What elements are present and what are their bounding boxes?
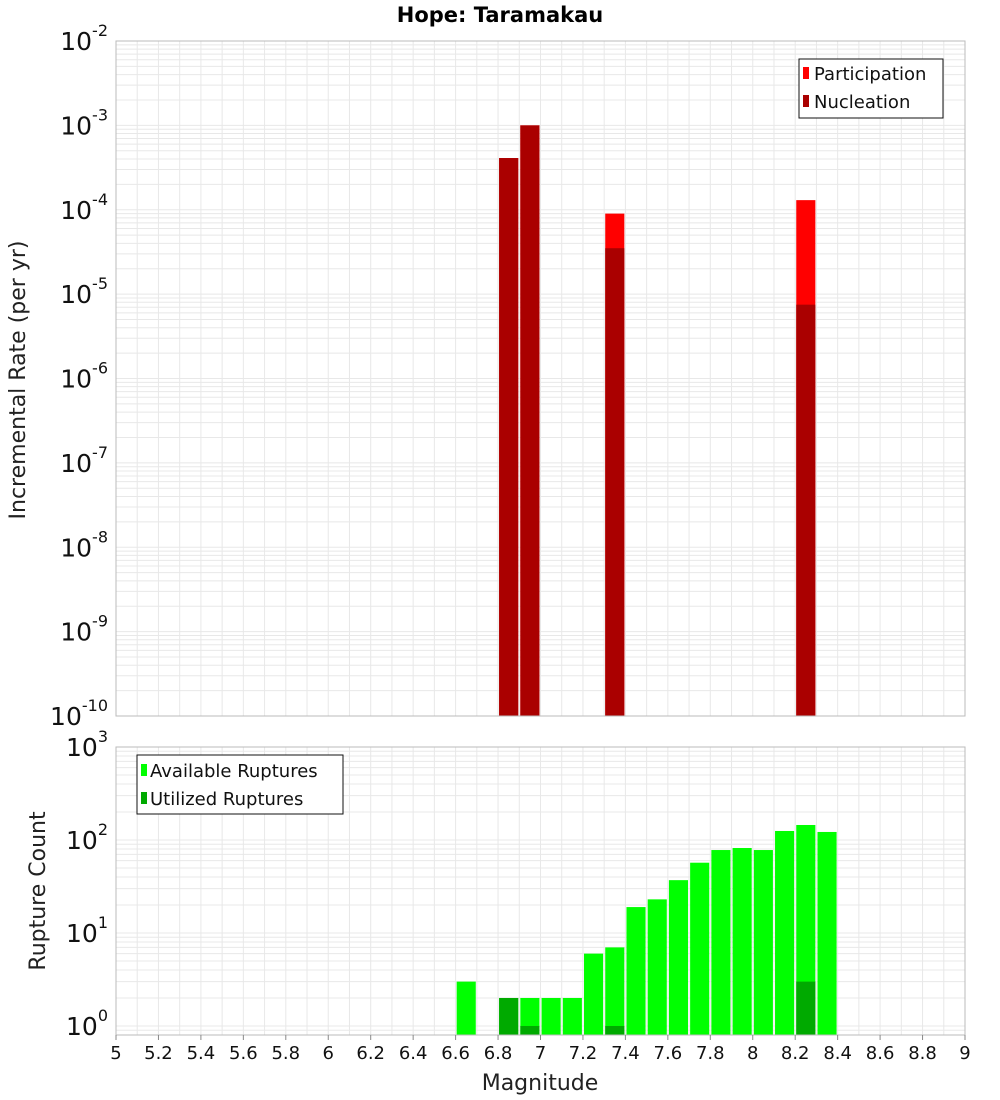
x-tick-label: 5.6 [229, 1043, 258, 1064]
available-ruptures-bar [626, 907, 646, 1035]
legend-label-nucleation: Nucleation [814, 92, 910, 113]
legend-swatch-utilized [141, 792, 147, 804]
x-tick-label: 7.6 [654, 1043, 683, 1064]
x-tick-label: 5.8 [271, 1043, 300, 1064]
bottom-y-tick-label: 101 [66, 913, 108, 948]
legend-swatch-participation [803, 67, 809, 79]
top-y-tick-label: 10-5 [60, 274, 108, 309]
top-y-ticks: 10-10 10-9 10-8 10-7 10-6 10-5 10-4 10-3 10-2 [50, 21, 108, 731]
top-y-tick-label: 10-6 [60, 359, 108, 394]
x-tick-label: 7.2 [569, 1043, 598, 1064]
available-ruptures-bar [817, 831, 837, 1035]
x-tick-label: 7 [535, 1043, 546, 1064]
utilized-ruptures-bar [520, 1025, 540, 1035]
x-tick-label: 8.2 [781, 1043, 810, 1064]
top-y-tick-label: 10-9 [60, 612, 108, 647]
bottom-panel: 100 101 102 103 5 5.2 5.4 5.6 5.8 6 6.2 6.4 6.6 6.8 7… [26, 727, 971, 1096]
available-ruptures-bar [456, 981, 476, 1035]
legend-label-available: Available Ruptures [150, 761, 318, 782]
x-ticks: 5 5.2 5.4 5.6 5.8 6 6.2 6.4 6.6 6.8 7 7.2 7.4 7.6 7.8 8… [110, 1035, 971, 1064]
available-ruptures-bar [605, 947, 625, 1035]
available-ruptures-bar [584, 953, 604, 1035]
top-legend: Participation Nucleation [798, 58, 944, 119]
nucleation-bar [499, 158, 519, 716]
nucleation-bar [796, 304, 816, 716]
nucleation-bar [520, 125, 540, 716]
x-tick-label: 7.4 [611, 1043, 640, 1064]
x-tick-label: 8.8 [908, 1043, 937, 1064]
top-y-tick-label: 10-8 [60, 527, 108, 562]
x-tick-label: 8.6 [866, 1043, 895, 1064]
utilized-ruptures-bar [499, 997, 519, 1035]
x-tick-label: 5.2 [144, 1043, 173, 1064]
top-plot-frame [115, 40, 966, 717]
top-legend-box [798, 58, 944, 119]
x-tick-label: 6.2 [356, 1043, 385, 1064]
top-y-tick-label: 10-3 [60, 105, 108, 140]
available-ruptures-bar [711, 850, 731, 1035]
legend-swatch-available [141, 764, 147, 776]
available-ruptures-bar [668, 880, 689, 1035]
bottom-y-tick-label: 103 [66, 727, 108, 762]
x-tick-label: 9 [959, 1043, 970, 1064]
available-ruptures-bar [520, 997, 540, 1035]
utilized-ruptures-bar [796, 981, 816, 1035]
nucleation-bar [605, 248, 625, 717]
bottom-legend-box [136, 754, 344, 815]
x-tick-label: 8 [747, 1043, 758, 1064]
available-ruptures-bar [753, 850, 773, 1035]
available-ruptures-bar [647, 899, 667, 1035]
top-y-tick-label: 10-2 [60, 21, 108, 56]
x-tick-label: 7.8 [696, 1043, 725, 1064]
x-tick-label: 6.8 [484, 1043, 513, 1064]
bottom-y-tick-label: 102 [66, 820, 108, 855]
x-tick-label: 6 [323, 1043, 334, 1064]
x-tick-label: 5 [110, 1043, 121, 1064]
bottom-y-tick-label: 100 [66, 1006, 108, 1041]
utilized-ruptures-bar [605, 1025, 625, 1035]
bottom-bars [456, 824, 837, 1035]
x-tick-label: 6.4 [399, 1043, 428, 1064]
x-tick-label: 5.4 [187, 1043, 216, 1064]
x-tick-label: 8.4 [823, 1043, 852, 1064]
top-y-axis-label: Incremental Rate (per yr) [6, 241, 31, 520]
x-tick-label: 6.6 [441, 1043, 470, 1064]
bottom-legend: Available Ruptures Utilized Ruptures [136, 754, 344, 815]
legend-label-utilized: Utilized Ruptures [150, 789, 303, 810]
available-ruptures-bar [732, 848, 752, 1035]
top-y-tick-label: 10-7 [60, 443, 108, 478]
available-ruptures-bar [690, 862, 710, 1035]
chart-title: Hope: Taramakau [397, 3, 603, 27]
bottom-y-axis-label: Rupture Count [26, 811, 51, 971]
bottom-y-ticks: 100 101 102 103 [66, 727, 108, 1041]
top-panel: 10-10 10-9 10-8 10-7 10-6 10-5 10-4 10-3 10-2 In… [6, 21, 966, 731]
available-ruptures-bar [775, 830, 795, 1035]
available-ruptures-bar [562, 997, 582, 1035]
top-bars [499, 125, 816, 717]
legend-swatch-nucleation [803, 95, 809, 107]
top-y-tick-label: 10-4 [60, 190, 108, 225]
available-ruptures-bar [541, 997, 561, 1035]
top-grid [115, 41, 966, 717]
top-y-tick-label: 10-10 [50, 696, 108, 731]
x-axis-label: Magnitude [482, 1071, 599, 1096]
legend-label-participation: Participation [814, 64, 926, 85]
